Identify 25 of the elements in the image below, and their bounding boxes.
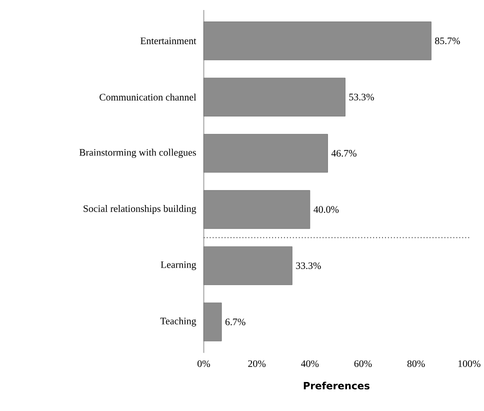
x-tick-label: 80% bbox=[407, 360, 425, 368]
bar bbox=[204, 134, 328, 173]
bar bbox=[204, 190, 310, 230]
y-tick-label: Teaching bbox=[160, 318, 196, 327]
bar bbox=[204, 302, 222, 342]
data-label: 33.3% bbox=[296, 262, 321, 270]
x-axis-title: Preferences bbox=[304, 382, 370, 390]
x-tick-label: 40% bbox=[301, 360, 319, 368]
x-tick-label: 60% bbox=[354, 360, 372, 368]
x-tick-label: 20% bbox=[248, 360, 266, 368]
bar bbox=[204, 22, 432, 60]
bar bbox=[204, 246, 292, 286]
y-tick-label: Entertainment bbox=[140, 38, 196, 44]
data-label: 53.3% bbox=[349, 94, 374, 101]
data-label: 85.7% bbox=[435, 38, 460, 44]
y-tick-label: Social relationships building bbox=[84, 205, 196, 214]
y-tick-label: Learning bbox=[160, 262, 196, 270]
y-tick-label: Communication channel bbox=[100, 94, 196, 101]
data-label: 6.7% bbox=[225, 318, 246, 326]
x-tick-label: 100% bbox=[458, 360, 480, 368]
y-tick-label: Brainstorming with collegues bbox=[79, 149, 196, 158]
bar bbox=[204, 78, 346, 117]
data-label: 46.7% bbox=[331, 150, 356, 157]
x-tick-label: 0% bbox=[198, 360, 210, 368]
data-label: 40.0% bbox=[314, 206, 339, 214]
